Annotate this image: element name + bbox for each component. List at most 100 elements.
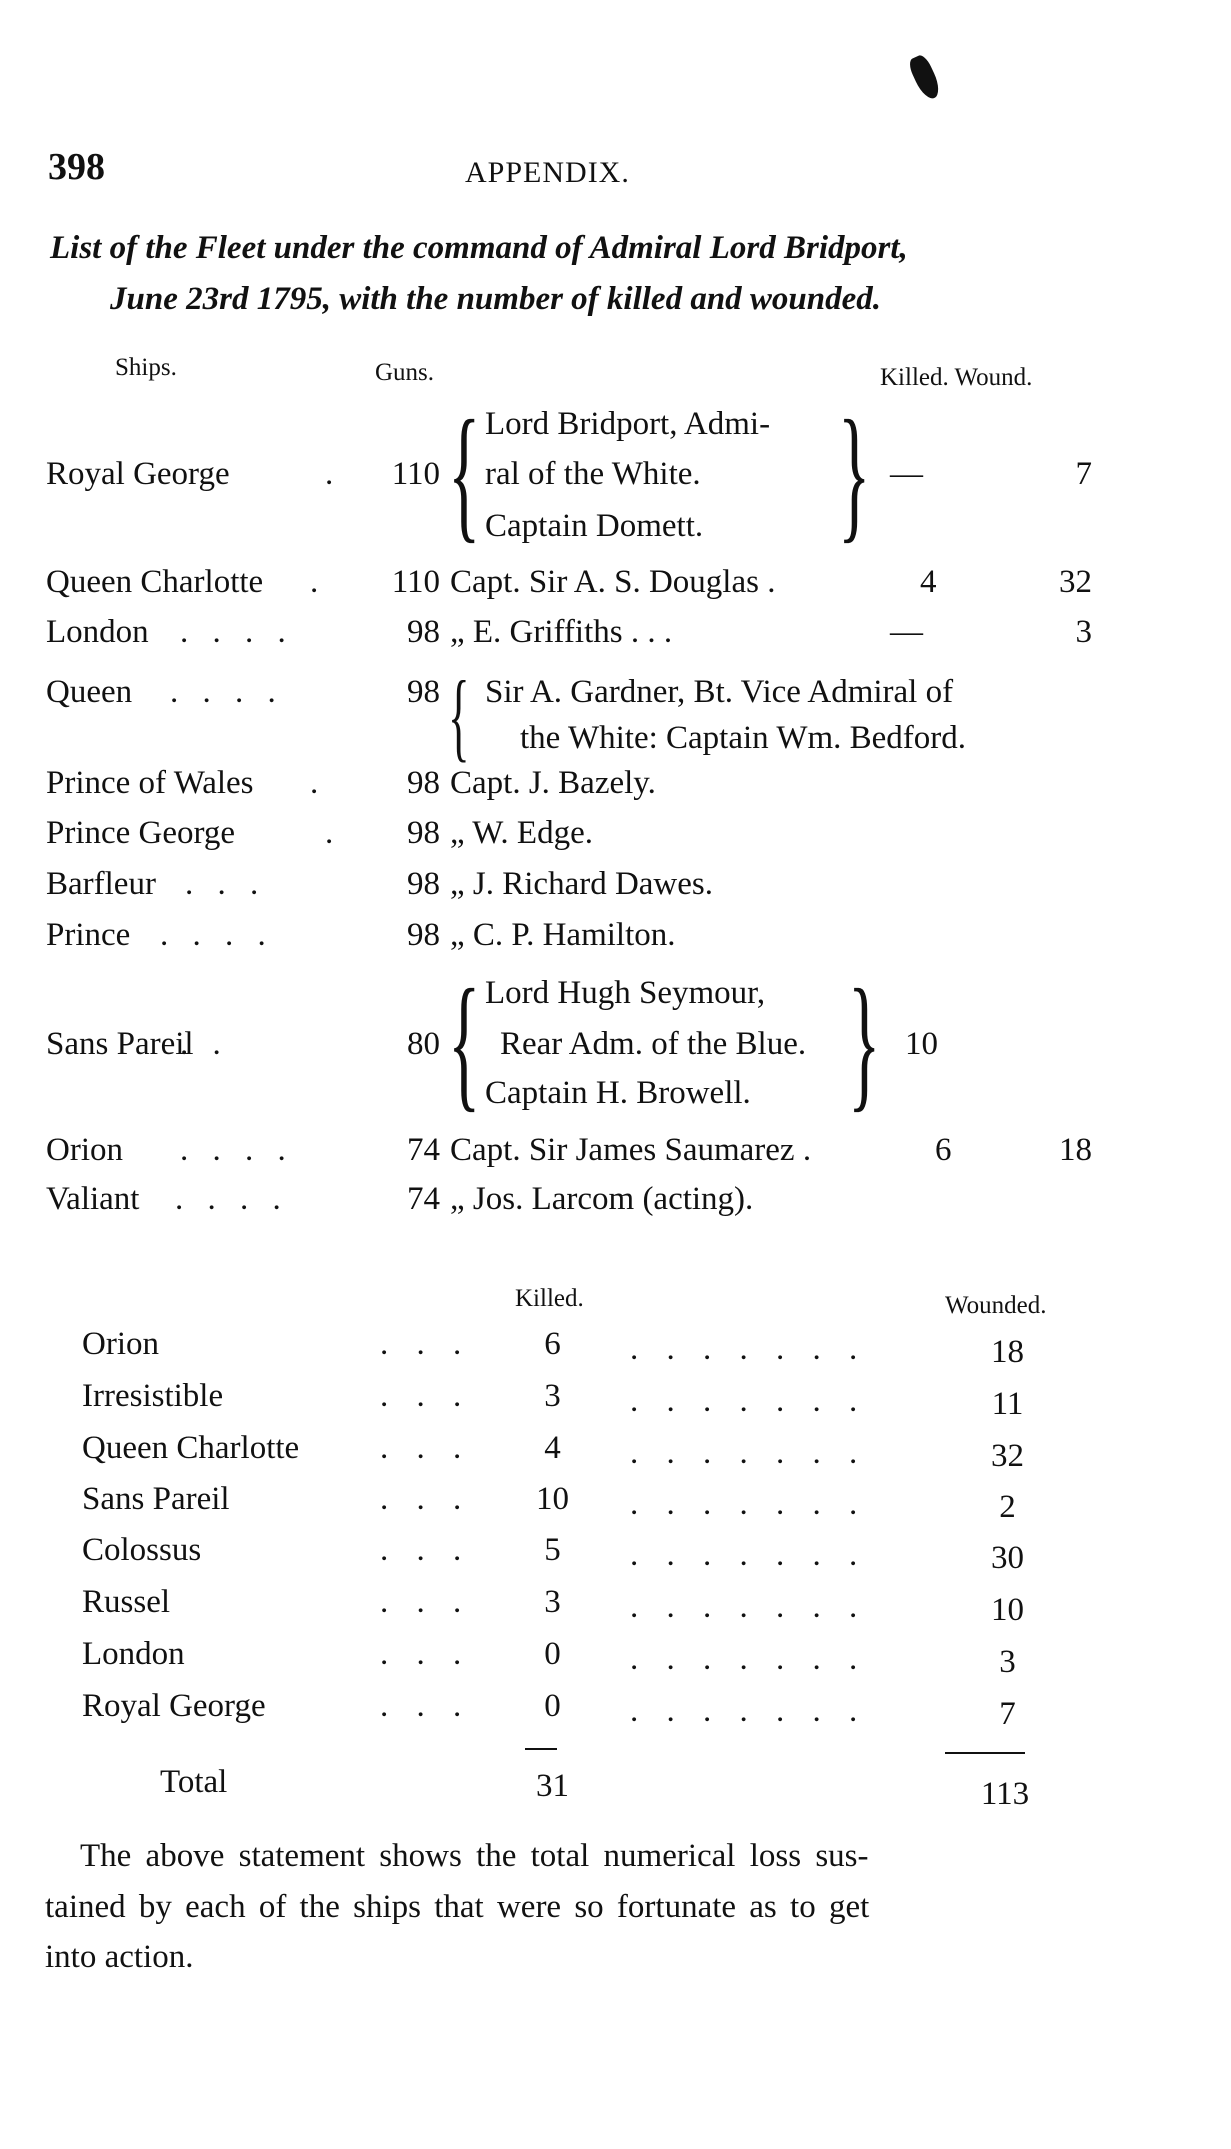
- ship-name: Valiant: [46, 1181, 140, 1217]
- killed-count: 6: [935, 1132, 952, 1168]
- leader-dots: . . . .: [180, 614, 294, 650]
- ship-name: Sans Pareil: [82, 1481, 230, 1517]
- killed-count: 4: [544, 1430, 561, 1466]
- ship-name: Prince: [46, 917, 131, 953]
- leader-dots: . . .: [380, 1378, 472, 1414]
- commander-line: Lord Bridport, Admi-: [485, 406, 771, 442]
- leader-dots: .: [310, 564, 327, 600]
- total-wounded: 113: [980, 1776, 1030, 1812]
- header-killed: Killed.: [515, 1285, 584, 1312]
- guns-count: 74: [407, 1132, 440, 1168]
- killed-count: 4: [920, 564, 937, 600]
- leader-dots: . . . . . . .: [630, 1331, 868, 1367]
- commander-line: Captain Domett.: [485, 508, 704, 544]
- leader-dots: . . . . . . .: [630, 1641, 868, 1677]
- commander-line: „ J. Richard Dawes.: [450, 866, 714, 902]
- total-label: Total: [160, 1764, 228, 1800]
- leader-dots: . . . .: [170, 674, 284, 710]
- leader-dots: . .: [180, 1026, 229, 1062]
- leader-dots: . . . . . . .: [630, 1486, 868, 1522]
- leader-dots: . . . .: [160, 917, 274, 953]
- leader-dots: . . . . . . .: [630, 1383, 868, 1419]
- killed-count: 10: [536, 1481, 569, 1517]
- ship-name: Orion: [82, 1326, 159, 1362]
- wounded-count: 18: [991, 1334, 1024, 1370]
- leader-dots: . . . . . . .: [630, 1589, 868, 1625]
- commander-line: „ Jos. Larcom (acting).: [450, 1181, 754, 1217]
- commander-line: Capt. J. Bazely.: [450, 765, 656, 801]
- left-brace: {: [448, 959, 481, 1125]
- paragraph-line-1: The above statement shows the total nume…: [80, 1838, 869, 1874]
- guns-count: 98: [407, 614, 440, 650]
- wounded-count: 2: [999, 1489, 1016, 1525]
- header-killed-wounded: Killed. Wound.: [880, 364, 1033, 391]
- wounded-count: 30: [991, 1540, 1024, 1576]
- ship-name: Orion: [46, 1132, 123, 1168]
- killed-count: —: [890, 614, 923, 650]
- wounded-count: 32: [1059, 564, 1092, 600]
- sum-rule: [525, 1748, 557, 1750]
- guns-count: 98: [407, 866, 440, 902]
- ship-name: London: [46, 614, 149, 650]
- leader-dots: .: [310, 765, 327, 801]
- guns-count: 98: [407, 917, 440, 953]
- wounded-count: 7: [999, 1696, 1016, 1732]
- leader-dots: . . .: [380, 1636, 472, 1672]
- right-brace: }: [848, 959, 881, 1125]
- leader-dots: . . .: [380, 1326, 472, 1362]
- header-guns: Guns.: [375, 359, 435, 386]
- page-number: 398: [48, 146, 105, 188]
- leader-dots: . . .: [380, 1430, 472, 1466]
- commander-line: Captain H. Browell.: [485, 1075, 751, 1111]
- ink-blot: [906, 52, 944, 103]
- right-brace: }: [838, 390, 871, 556]
- leader-dots: . . .: [380, 1584, 472, 1620]
- commander-line: ral of the White.: [485, 456, 701, 492]
- leader-dots: . . . .: [175, 1181, 289, 1217]
- header-wounded: Wounded.: [945, 1292, 1047, 1319]
- ship-name: Colossus: [82, 1532, 202, 1568]
- killed-count: —: [890, 456, 923, 492]
- guns-count: 98: [407, 674, 440, 710]
- paragraph-line-3: into action.: [45, 1939, 194, 1975]
- leader-dots: . . . . . . .: [630, 1435, 868, 1471]
- ship-name: Irresistible: [82, 1378, 224, 1414]
- ship-name: Sans Pareil: [46, 1026, 194, 1062]
- guns-count: 98: [407, 815, 440, 851]
- ship-name: Queen: [46, 674, 133, 710]
- leader-dots: .: [325, 456, 342, 492]
- commander-line: Capt. Sir James Saumarez .: [450, 1132, 812, 1168]
- killed-count: 0: [544, 1636, 561, 1672]
- ship-name: Russel: [82, 1584, 171, 1620]
- wounded-count: 3: [999, 1644, 1016, 1680]
- killed-count: 3: [544, 1378, 561, 1414]
- ship-name: Queen Charlotte: [82, 1430, 300, 1466]
- caption-line-2: June 23rd 1795, with the number of kille…: [110, 281, 882, 317]
- killed-count: 6: [544, 1326, 561, 1362]
- ship-name: Barfleur: [46, 866, 156, 902]
- total-killed: 31: [536, 1768, 569, 1804]
- killed-count: 3: [544, 1584, 561, 1620]
- running-title: APPENDIX.: [465, 156, 630, 189]
- killed-count: 10: [905, 1026, 938, 1062]
- leader-dots: . . .: [380, 1481, 472, 1517]
- ship-name: London: [82, 1636, 185, 1672]
- wounded-count: 7: [1075, 456, 1093, 492]
- commander-line: „ E. Griffiths . . .: [450, 614, 673, 650]
- wounded-count: 10: [991, 1592, 1024, 1628]
- guns-count: 80: [407, 1026, 440, 1062]
- commander-line: the White: Captain Wm. Bedford.: [520, 720, 967, 756]
- commander-line: Capt. Sir A. S. Douglas .: [450, 564, 776, 600]
- ship-name: Royal George: [82, 1688, 266, 1724]
- commander-line: Lord Hugh Seymour,: [485, 975, 766, 1011]
- guns-count: 110: [391, 456, 440, 492]
- killed-count: 0: [544, 1688, 561, 1724]
- guns-count: 74: [407, 1181, 440, 1217]
- leader-dots: . . . .: [180, 1132, 294, 1168]
- leader-dots: .: [325, 815, 342, 851]
- ship-name: Royal George: [46, 456, 230, 492]
- wounded-count: 11: [991, 1386, 1024, 1422]
- header-ships: Ships.: [115, 354, 177, 381]
- killed-count: 5: [544, 1532, 561, 1568]
- leader-dots: . . .: [185, 866, 267, 902]
